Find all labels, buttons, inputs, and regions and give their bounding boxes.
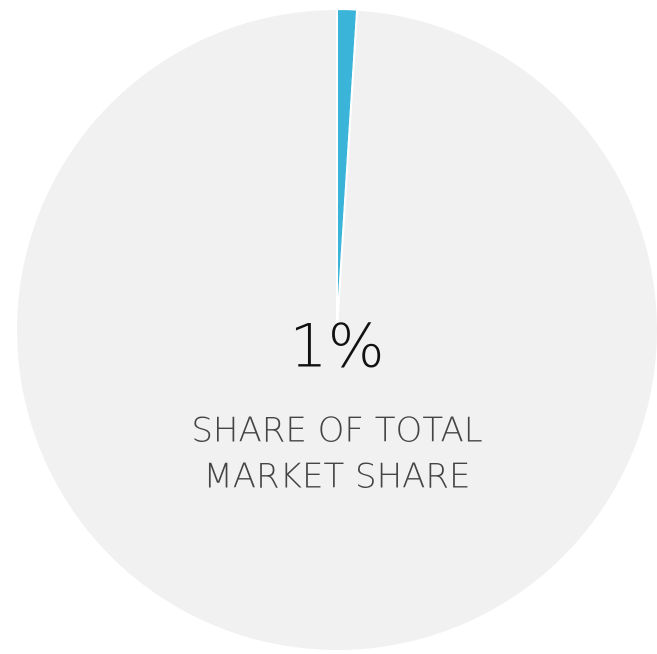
pie (15, 7, 657, 652)
pie-slice (15, 7, 657, 652)
value-label: 1% (289, 312, 384, 382)
annotation: MARKET SHARE (203, 457, 470, 497)
annotation: SHARE OF TOTAL (191, 411, 482, 451)
